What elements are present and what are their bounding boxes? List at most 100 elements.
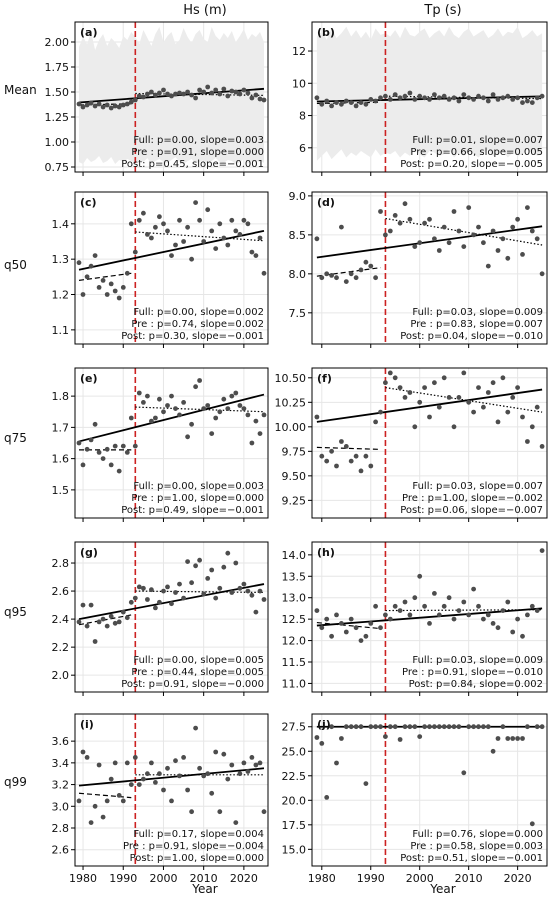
data-point [314,608,320,613]
data-point [466,612,472,618]
axes-frame [311,541,548,693]
y-tick-label: 8.0 [289,268,307,281]
y-tick-label: 27.5 [282,721,307,734]
y-tick-label: 9.25 [282,494,307,507]
data-point [471,97,476,102]
data-point [339,736,344,741]
y-tick-label: 12.0 [282,635,307,648]
data-point [181,400,187,405]
data-point [173,758,178,764]
data-point [446,724,452,730]
data-point [157,214,162,220]
data-point [314,735,320,740]
data-point [141,776,146,782]
y-tick-label: 2.6 [52,844,70,857]
data-point [253,762,259,768]
data-point [339,101,344,107]
data-point [525,205,530,211]
data-point [373,603,378,609]
data-point [173,590,178,595]
data-point [456,395,462,400]
data-point [104,623,110,629]
data-point [446,97,452,102]
data-point [358,100,364,105]
data-point [314,95,320,101]
data-point [213,415,219,421]
data-point [534,95,540,101]
stats-annotation: Full: p=0.76, slope=0.000 [412,829,543,840]
data-point [128,99,134,105]
panels: 0.75 1.00 1.25 1.50 1.75 2.00 (a) Full: p=0.00,… [45,21,548,885]
y-tick-label: 2.8 [52,822,70,835]
panel-j: 15.0 17.5 20.0 22.5 25.0 27.5 1980 1990 2000 2010… [282,713,548,885]
x-tick-label: 2010 [455,872,483,885]
data-point [104,446,110,452]
data-point [378,625,383,631]
data-point [153,605,158,611]
data-point [225,776,231,782]
stats-annotation: Pre : p=1.00, slope=−0.002 [402,493,543,504]
data-point [383,612,388,618]
stats-annotation: Pre : p=0.58, slope=0.003 [410,841,543,852]
data-point [314,236,320,242]
data-point [481,616,486,622]
data-point [500,375,506,381]
data-point [233,820,239,825]
data-point [515,736,520,741]
trend-pre [78,792,132,799]
data-point [128,782,134,787]
data-point [500,95,506,101]
data-point [80,462,86,468]
data-point [237,771,243,777]
stats-annotation: Full: p=0.01, slope=0.007 [412,135,543,146]
data-point [373,275,378,281]
data-point [334,612,339,618]
data-point [108,613,114,619]
data-point [141,210,146,216]
data-point [88,100,94,106]
data-point [189,421,195,427]
trend-full [316,388,543,423]
data-point [209,790,215,796]
data-point [145,91,150,97]
data-point [539,724,545,730]
data-point [149,418,154,424]
data-point [481,240,486,246]
data-point [520,414,525,420]
data-point [225,406,231,411]
stats-annotation: Pre : p=0.66, slope=0.005 [410,147,543,158]
data-point [237,585,243,591]
data-point [136,217,142,223]
panel-label: (e) [80,372,98,385]
stats-annotation: Pre : p=0.91, slope=−0.004 [123,841,264,852]
data-point [181,755,187,760]
data-point [505,736,511,741]
data-point [397,608,403,613]
data-point [471,232,476,238]
data-point [490,228,496,234]
data-point [471,724,476,730]
trend-post [385,609,543,612]
data-point [201,591,207,597]
data-point [466,399,472,405]
panel-e: 1.5 1.6 1.7 1.8 (e) Full: p=0.00, slope=0.003… [52,367,269,522]
data-point [402,599,408,605]
data-point [515,216,520,222]
data-point [378,209,383,214]
data-point [237,91,243,97]
data-point [343,444,349,449]
data-point [417,399,423,405]
data-point [112,620,118,626]
x-tick-label: 2020 [230,872,258,885]
x-tick-label: 2010 [190,872,218,885]
data-point [261,270,267,276]
data-point [334,463,339,469]
data-point [124,615,130,621]
data-point [368,97,374,102]
data-point [141,585,146,591]
data-point [456,228,462,234]
data-point [237,403,243,408]
data-point [213,246,219,252]
stats-annotation: Pre : p=0.74, slope=0.002 [131,319,264,330]
